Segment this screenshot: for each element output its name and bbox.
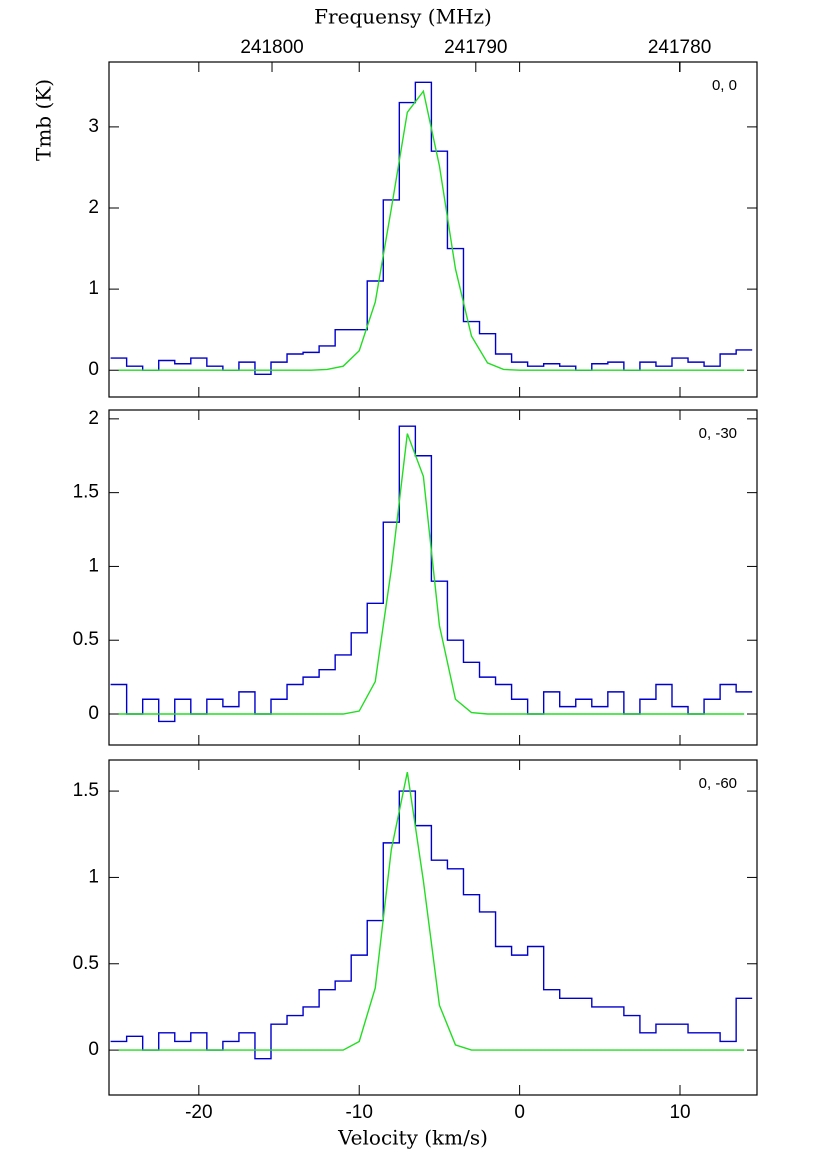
x-tick-label: 0 [514, 1102, 525, 1123]
y-tick-label: 0 [88, 1039, 99, 1060]
panel-annotation: 0, -60 [699, 775, 737, 792]
y-axis-title: Tmb (K) [32, 79, 56, 161]
fit-line [118, 433, 745, 715]
y-tick-label: 2 [88, 408, 99, 429]
y-tick-label: 1.5 [73, 482, 99, 503]
y-tick-label: 2 [88, 197, 99, 218]
fit-line [118, 89, 745, 371]
x-axis-title: Velocity (km/s) [337, 1126, 488, 1150]
plot-frame [108, 409, 758, 746]
panel-annotation: 0, -30 [699, 425, 737, 442]
spectrum-line [110, 425, 753, 723]
x2-tick-label: 241780 [648, 37, 711, 58]
spectrum-line [110, 81, 753, 375]
y-tick-label: 1 [88, 278, 99, 299]
x-tick-label: 10 [669, 1102, 690, 1123]
plot-frame [108, 61, 758, 398]
plot-frame [108, 759, 758, 1096]
y-tick-label: 1 [88, 555, 99, 576]
y-tick-label: 1 [88, 866, 99, 887]
x2-tick-label: 241800 [240, 37, 303, 58]
spectrum-line [110, 790, 753, 1060]
x2-axis-title: Frequensy (MHz) [314, 5, 492, 29]
x-tick-label: -20 [185, 1102, 212, 1123]
x2-tick-label: 241790 [444, 37, 507, 58]
y-tick-label: 0.5 [73, 629, 99, 650]
y-tick-label: 0 [88, 703, 99, 724]
y-tick-label: 0 [88, 359, 99, 380]
y-tick-label: 3 [88, 116, 99, 137]
panel-annotation: 0, 0 [712, 77, 737, 94]
fit-line [118, 771, 745, 1051]
y-tick-label: 0.5 [73, 953, 99, 974]
x-tick-label: -10 [345, 1102, 372, 1123]
y-tick-label: 1.5 [73, 780, 99, 801]
